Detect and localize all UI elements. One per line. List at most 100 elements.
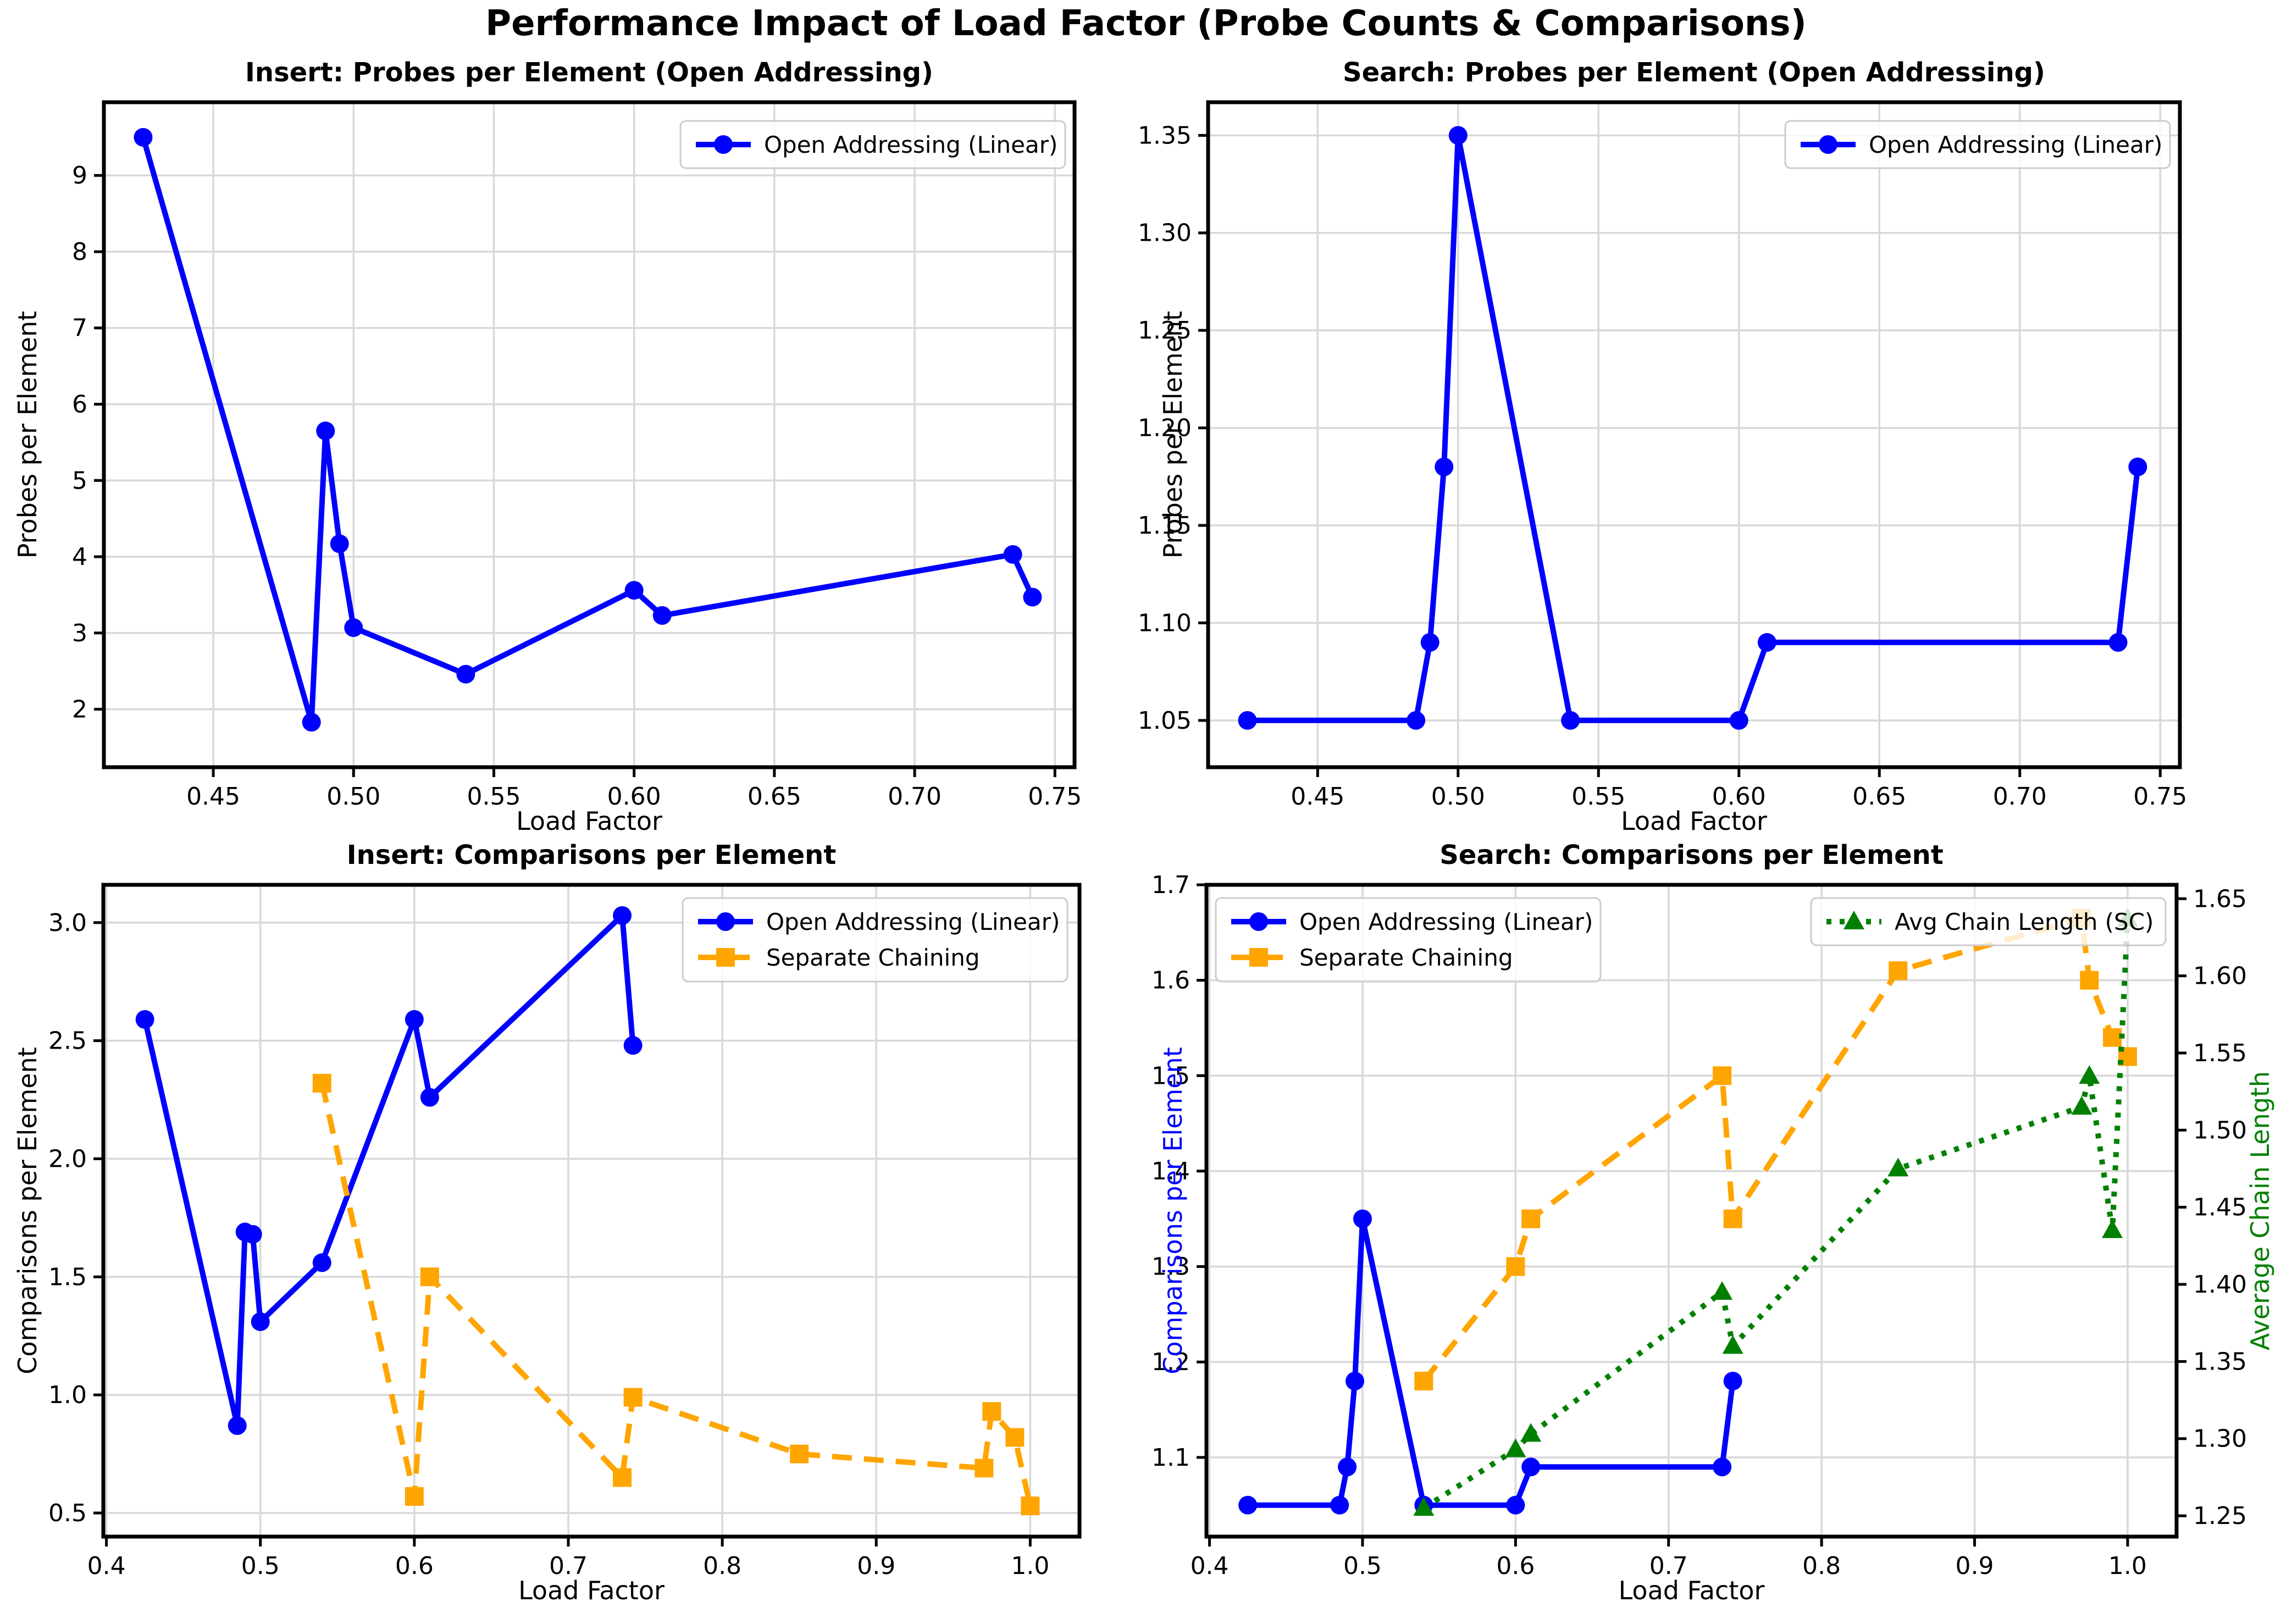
data-point: [2102, 1219, 2123, 1238]
data-point: [982, 1402, 1001, 1421]
data-point: [1713, 1066, 1732, 1085]
data-point: [135, 1010, 154, 1029]
data-point: [1729, 711, 1748, 730]
series-line: [142, 912, 636, 1428]
data-point: [1520, 1423, 1542, 1442]
y-right-tick-label: 1.30: [2193, 1425, 2247, 1453]
y-tick-label: 3: [72, 619, 87, 647]
y-right-tick-label: 1.55: [2193, 1039, 2247, 1067]
y-right-tick-label: 1.25: [2193, 1502, 2247, 1530]
x-tick-label: 0.8: [703, 1552, 741, 1580]
data-point: [420, 1267, 439, 1287]
data-point: [405, 1010, 424, 1029]
x-tick-label: 0.45: [186, 783, 240, 811]
data-point: [613, 906, 632, 925]
x-tick-label: 0.4: [87, 1552, 126, 1580]
x-tick-label: 0.6: [1496, 1552, 1535, 1580]
data-point: [2071, 1096, 2092, 1115]
gridlines: [104, 102, 1075, 767]
legend-box: [679, 120, 1066, 169]
x-tick-label: 0.9: [857, 1552, 895, 1580]
data-point: [228, 1416, 247, 1435]
data-point: [243, 1224, 262, 1244]
legend-label: Open Addressing (Linear): [1299, 908, 1593, 935]
data-point: [1003, 545, 1022, 564]
y-tick-label: 6: [72, 390, 87, 418]
x-tick-label: 0.7: [1649, 1552, 1688, 1580]
data-point: [1757, 633, 1776, 652]
x-tick-label: 0.6: [395, 1552, 434, 1580]
legend-box: [682, 897, 1069, 983]
y-tick-label: 1.25: [1138, 317, 1192, 345]
data-point: [2128, 457, 2147, 476]
y-tick-label: 1.5: [1151, 1062, 1190, 1090]
y-tick-label: 8: [72, 238, 87, 266]
chart-title: Search: Probes per Element (Open Address…: [1343, 57, 2045, 88]
x-tick-label: 0.65: [1852, 783, 1906, 811]
data-point: [1722, 1335, 1743, 1354]
data-point: [330, 534, 349, 553]
axes-frame: [102, 100, 1077, 769]
x-axis-label: Load Factor: [1619, 1576, 1765, 1605]
data-point: [975, 1459, 994, 1478]
y-tick-label: 0.5: [48, 1499, 87, 1527]
y-right-tick-label: 1.45: [2193, 1194, 2247, 1222]
y-tick-label: 1.05: [1138, 707, 1192, 735]
legend-marker: [716, 948, 735, 967]
legend: Avg Chain Length (SC): [1810, 897, 2167, 946]
gridlines: [1208, 102, 2180, 767]
data-point: [1021, 1496, 1040, 1516]
legend-label: Open Addressing (Linear): [1869, 131, 2162, 158]
legend-label: Open Addressing (Linear): [764, 131, 1058, 158]
data-point: [1238, 711, 1257, 730]
legend-box: [1215, 897, 1602, 983]
data-point: [1506, 1257, 1525, 1276]
data-point: [1723, 1209, 1742, 1228]
y-tick-label: 7: [72, 314, 87, 342]
y-tick-label: 1.6: [1151, 967, 1190, 995]
x-tick-label: 0.9: [1956, 1552, 1994, 1580]
data-point: [1713, 1457, 1732, 1477]
legend-marker: [1249, 948, 1268, 967]
data-point: [790, 1444, 809, 1464]
data-point: [1413, 1497, 1435, 1516]
y-tick-label: 1.10: [1138, 609, 1192, 637]
y-tick-label: 1.15: [1138, 512, 1192, 540]
y-right-tick-label: 1.40: [2193, 1271, 2247, 1299]
x-tick-label: 0.55: [467, 783, 521, 811]
data-point: [1887, 1157, 1909, 1177]
data-point: [2080, 971, 2099, 990]
legend-label: Separate Chaining: [766, 944, 979, 971]
chart-search-probes: 0.45 0.50 0.55 0.60 0.65 0.70 0.75 1.05 1.10 1.15…: [1138, 57, 2187, 836]
y-tick-label: 2.5: [48, 1027, 87, 1055]
y-axis-label: Comparisons per Element: [13, 1047, 42, 1374]
series-open-addressing-linear: [135, 906, 643, 1435]
legend-marker: [1249, 912, 1268, 931]
gridlines: [103, 885, 1079, 1537]
y-tick-label: 5: [72, 467, 87, 495]
y-tick-label: 2: [72, 696, 87, 724]
y-axis-label: Probes per Element: [1158, 311, 1188, 559]
data-point: [613, 1468, 632, 1487]
y-tick-label: 1.5: [48, 1263, 87, 1291]
x-tick-label: 0.7: [549, 1552, 588, 1580]
data-point: [312, 1073, 331, 1093]
chart-insert-comparisons: 0.4 0.5 0.6 0.7 0.8 0.9 1.00.51.01.52.02.53.0I…: [13, 840, 1082, 1605]
data-point: [1435, 457, 1454, 476]
series-line: [1422, 918, 2130, 1511]
y-tick-label: 1.7: [1151, 871, 1190, 899]
y-right-tick-label: 1.65: [2193, 885, 2247, 913]
series-open-addressing-linear: [134, 128, 1042, 732]
series-line: [1247, 132, 2141, 723]
x-tick-label: 0.60: [1712, 783, 1766, 811]
data-point: [420, 1088, 439, 1107]
axes-frame: [1206, 100, 2182, 769]
tick-marks: [1198, 134, 2162, 777]
y-tick-label: 1.35: [1138, 121, 1192, 149]
x-tick-label: 0.8: [1802, 1552, 1841, 1580]
legend-label: Avg Chain Length (SC): [1895, 908, 2153, 935]
data-point: [1353, 1209, 1372, 1228]
data-point: [302, 713, 321, 732]
x-tick-label: 1.0: [2108, 1552, 2147, 1580]
